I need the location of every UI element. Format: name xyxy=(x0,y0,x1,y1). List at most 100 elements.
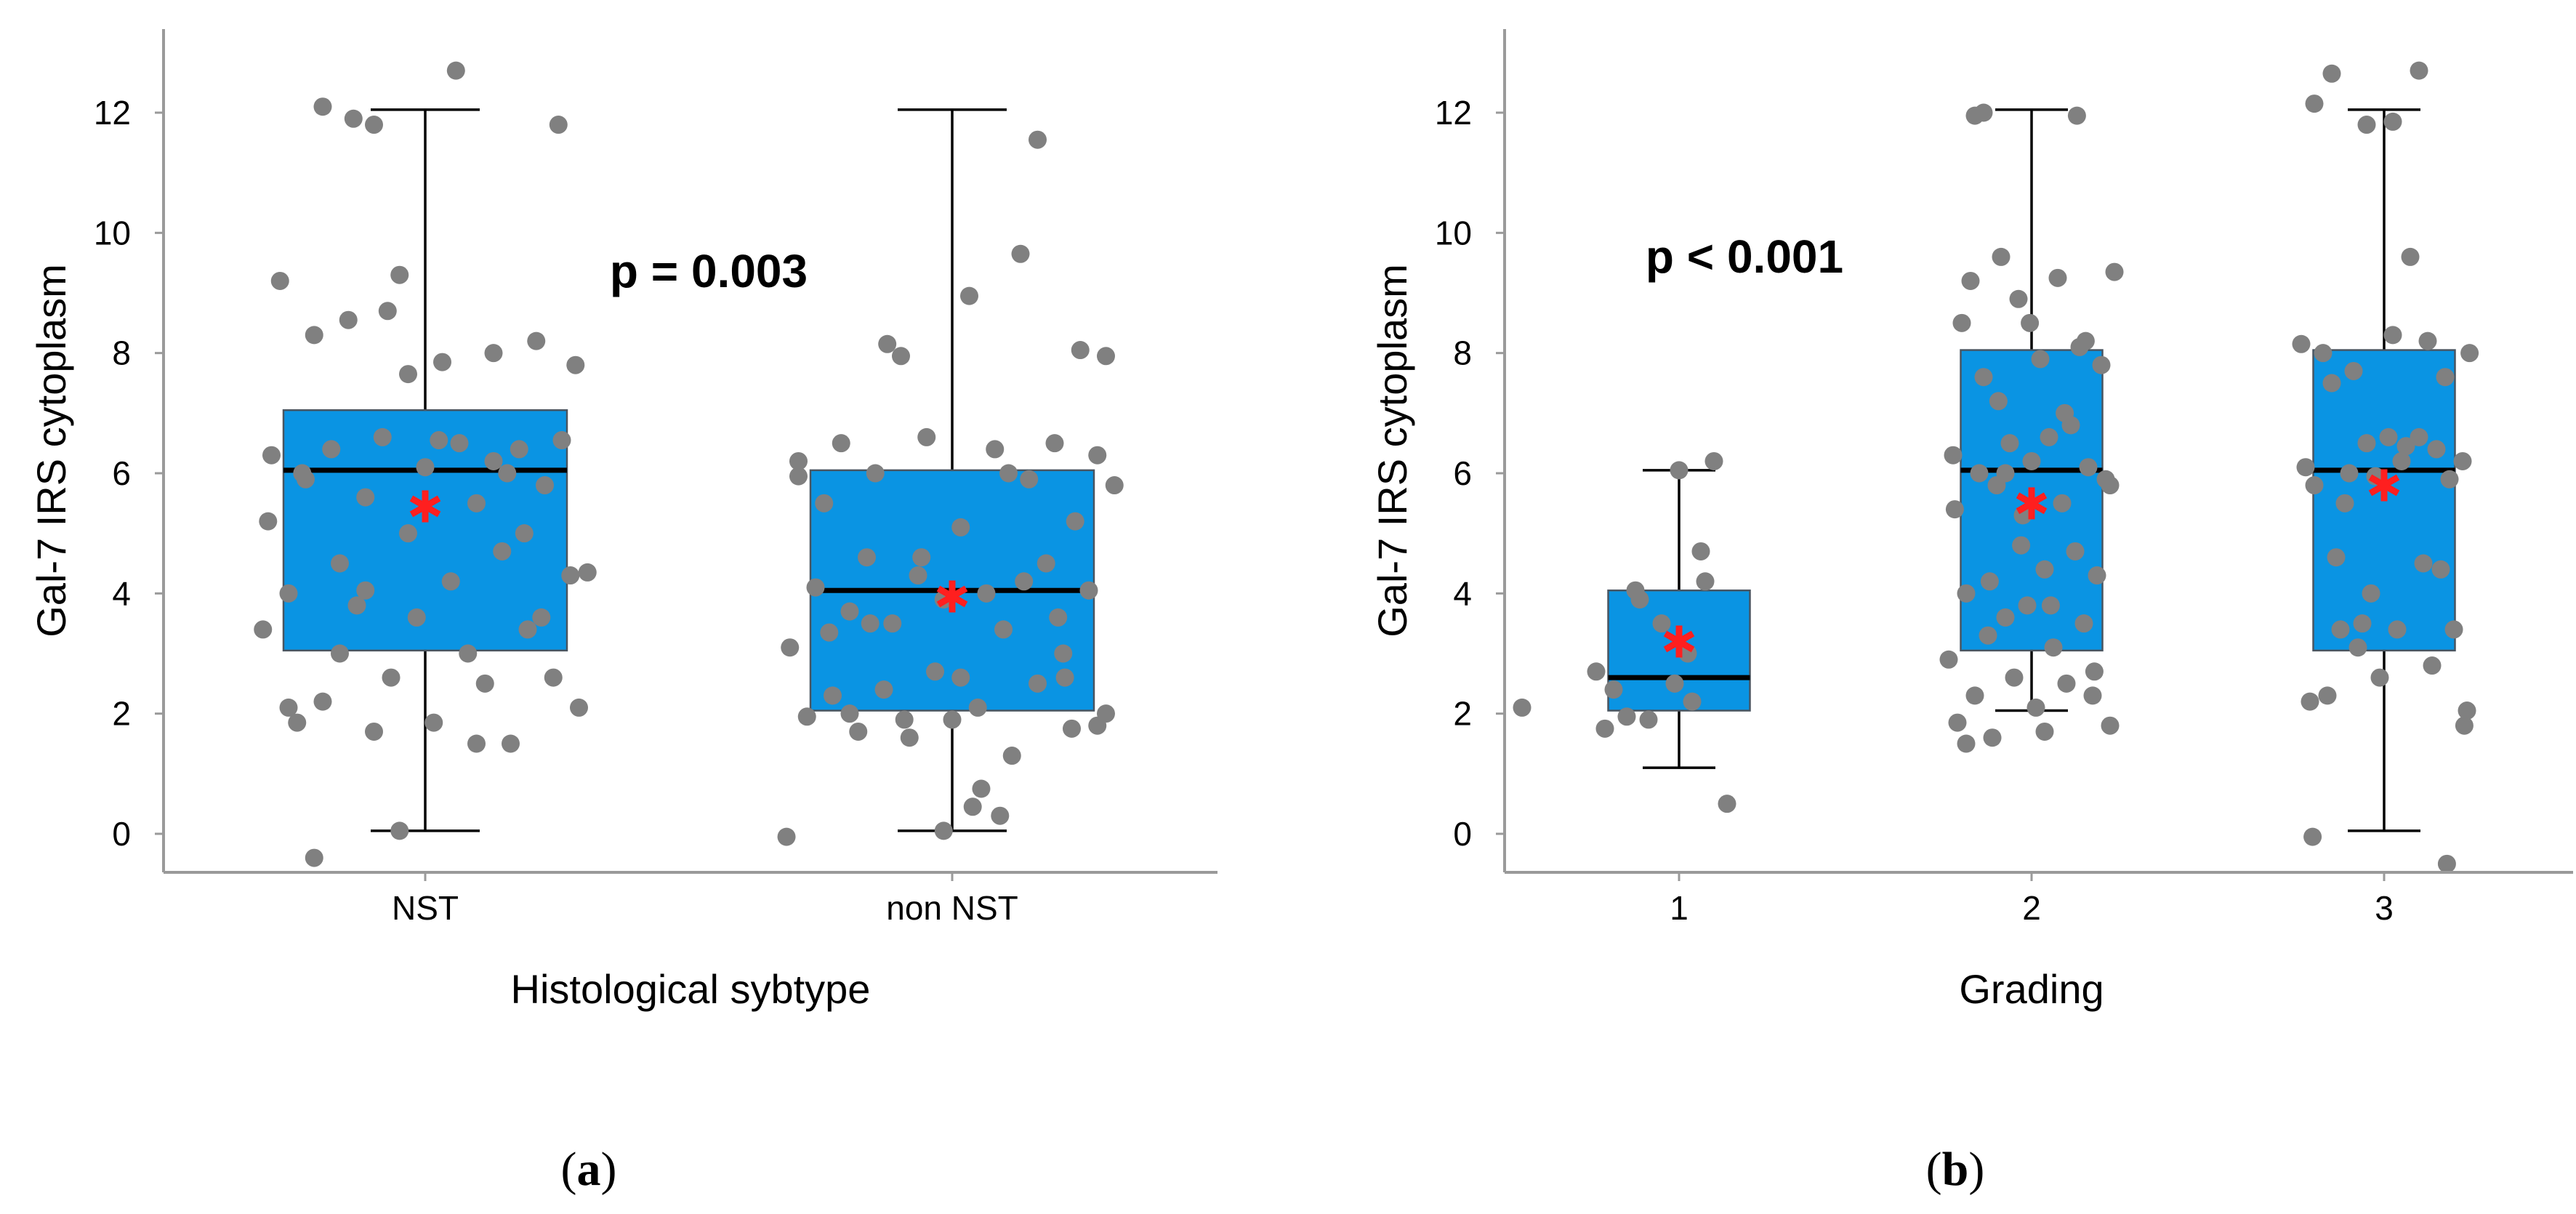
y-tick-label: 0 xyxy=(112,815,131,853)
y-axis-title-b: Gal-7 IRS cytoplasm xyxy=(1369,264,1415,638)
data-point xyxy=(279,584,298,603)
data-point xyxy=(2301,692,2319,711)
data-point xyxy=(322,440,341,459)
data-point xyxy=(1066,512,1084,531)
data-point xyxy=(2423,656,2442,675)
data-point xyxy=(578,563,597,582)
data-point xyxy=(2436,368,2455,387)
data-point xyxy=(1002,747,1021,765)
data-point xyxy=(544,668,563,687)
data-point xyxy=(373,427,392,446)
data-point xyxy=(960,286,978,305)
data-point xyxy=(934,821,953,840)
panel-label-a: (a) xyxy=(561,1143,617,1196)
data-point xyxy=(279,698,298,717)
y-tick-label: 2 xyxy=(112,695,131,733)
data-point xyxy=(2392,451,2411,470)
data-point xyxy=(399,524,417,543)
data-point xyxy=(1665,674,1684,693)
data-point xyxy=(2035,560,2054,579)
points-b xyxy=(1513,61,2479,873)
data-point xyxy=(781,638,800,657)
data-point xyxy=(459,644,478,663)
data-point xyxy=(951,668,970,687)
data-point xyxy=(2379,427,2398,446)
data-point xyxy=(498,464,517,483)
data-point xyxy=(262,446,281,465)
p-value-a: p = 0.003 xyxy=(610,245,808,297)
x-tick-label: NST xyxy=(392,889,459,927)
data-point xyxy=(815,494,834,512)
data-point xyxy=(2410,61,2428,80)
data-point xyxy=(2088,566,2106,585)
data-point xyxy=(1011,244,1030,263)
data-point xyxy=(1957,584,1976,603)
data-point xyxy=(1037,554,1055,573)
y-tick-label: 12 xyxy=(1435,94,1472,132)
data-point xyxy=(2388,620,2407,639)
data-point xyxy=(840,602,859,621)
mean-marker xyxy=(936,580,968,613)
data-point xyxy=(2418,331,2437,350)
data-point xyxy=(561,566,580,585)
x-tick-label: 2 xyxy=(2022,889,2041,927)
data-point xyxy=(502,734,520,753)
data-point xyxy=(1996,464,2015,483)
data-point xyxy=(1983,728,2002,747)
data-point xyxy=(840,704,859,723)
data-point xyxy=(1088,716,1107,735)
data-point xyxy=(824,686,842,705)
data-point xyxy=(861,614,880,633)
data-point xyxy=(2026,698,2045,717)
data-point xyxy=(2458,702,2476,720)
data-point xyxy=(313,692,332,711)
data-point xyxy=(441,572,460,591)
data-point xyxy=(963,797,982,816)
data-point xyxy=(515,524,534,543)
y-tick-label: 10 xyxy=(94,214,131,252)
data-point xyxy=(2048,268,2067,287)
data-point xyxy=(313,97,332,116)
data-point xyxy=(2305,95,2324,113)
y-tick-label: 10 xyxy=(1435,214,1472,252)
x-axis-ticks-b: 1 2 3 xyxy=(1670,872,2394,927)
data-point xyxy=(789,467,808,486)
data-point xyxy=(1071,341,1090,360)
data-point xyxy=(2340,464,2359,483)
data-point xyxy=(2031,350,2050,369)
data-point xyxy=(1944,446,1963,465)
y-tick-label: 2 xyxy=(1453,695,1472,733)
data-point xyxy=(2414,554,2433,573)
data-point xyxy=(1029,130,1047,149)
data-point xyxy=(365,722,383,741)
y-axis-title-a: Gal-7 IRS cytoplasm xyxy=(28,264,74,638)
mean-marker xyxy=(2368,469,2400,502)
data-point xyxy=(2018,596,2037,615)
data-point xyxy=(892,347,910,366)
y-tick-label: 0 xyxy=(1453,815,1472,853)
data-point xyxy=(1029,674,1047,693)
data-point xyxy=(1049,608,1068,627)
data-point xyxy=(1970,464,1989,483)
data-point xyxy=(2396,437,2415,456)
data-point xyxy=(1989,392,2008,411)
mean-marker xyxy=(409,490,441,523)
data-point xyxy=(2437,854,2456,873)
data-point xyxy=(986,440,1005,459)
data-point xyxy=(866,464,885,483)
data-point xyxy=(1974,103,1993,122)
data-point xyxy=(2344,361,2363,380)
data-point xyxy=(1088,446,1107,465)
data-point xyxy=(912,548,931,567)
data-point xyxy=(972,779,991,798)
data-point xyxy=(536,476,554,495)
data-point xyxy=(2044,638,2063,657)
data-point xyxy=(288,713,307,732)
data-point xyxy=(446,61,465,80)
chart-panel-a: 0 2 4 6 8 10 12 NST non NST Gal-7 IRS cytoplasm… xyxy=(28,29,1217,1196)
data-point xyxy=(331,554,349,573)
data-point xyxy=(1691,542,1710,560)
data-point xyxy=(2305,476,2324,495)
data-point xyxy=(2431,560,2450,579)
data-point xyxy=(1595,719,1614,738)
